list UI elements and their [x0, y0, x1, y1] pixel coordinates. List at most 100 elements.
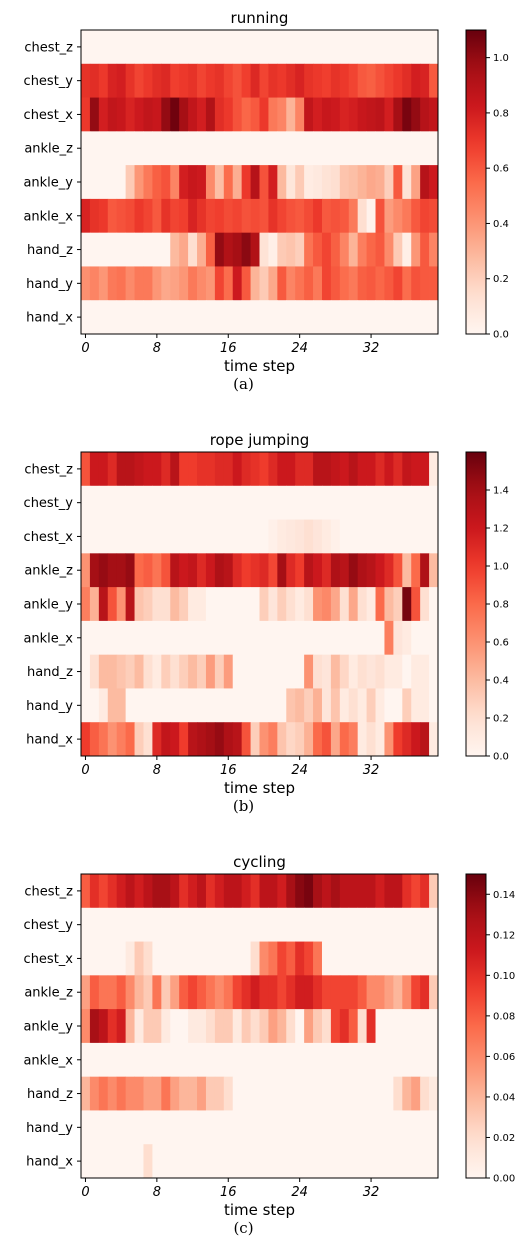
heatmap-cell [250, 654, 260, 689]
heatmap-cell [321, 1042, 332, 1078]
heatmap-cell [179, 1110, 189, 1145]
heatmap-cell [259, 266, 269, 301]
heatmap-cell [268, 63, 278, 98]
heatmap-cell [384, 97, 394, 132]
heatmap-cell [223, 975, 234, 1010]
heatmap-cell [179, 1009, 189, 1044]
heatmap-cell [107, 907, 118, 942]
heatmap-cell [223, 519, 234, 554]
heatmap-cell [402, 232, 412, 267]
heatmap-cell [429, 30, 439, 65]
heatmap-cell [250, 553, 260, 588]
heatmap-cell [295, 553, 305, 588]
x-tick-label: 16 [220, 341, 237, 356]
heatmap-cell [304, 452, 314, 487]
heatmap-cell [89, 452, 100, 487]
heatmap-cell [134, 688, 144, 723]
heatmap-cell [134, 1009, 144, 1044]
heatmap-cell [223, 874, 234, 909]
heatmap-cell [250, 266, 260, 301]
x-tick-label: 0 [81, 763, 89, 778]
heatmap-cell [393, 452, 403, 487]
heatmap-cell [161, 452, 171, 487]
heatmap-cell [411, 165, 421, 200]
heatmap-cell [357, 63, 368, 98]
heatmap-cell [223, 1042, 234, 1078]
heatmap-cell [304, 975, 314, 1010]
heatmap-cell [81, 553, 91, 588]
heatmap-cell [330, 1144, 341, 1179]
heatmap-cell [384, 722, 394, 757]
heatmap-cell [304, 688, 314, 723]
heatmap-cell [214, 1110, 225, 1145]
heatmap-cell [366, 553, 376, 588]
heatmap-cell [375, 620, 385, 656]
x-tick-label: 24 [291, 341, 308, 356]
heatmap-cell [277, 553, 287, 588]
heatmap-cell [393, 553, 403, 588]
heatmap-cell [286, 688, 296, 723]
heatmap-cell [321, 1076, 332, 1111]
heatmap-cell [393, 1009, 403, 1044]
heatmap-cell [116, 587, 127, 622]
heatmap-cell [304, 131, 314, 166]
heatmap-cell [197, 975, 207, 1010]
heatmap-cell [81, 1009, 91, 1044]
heatmap-cell [357, 975, 368, 1010]
heatmap-cell [188, 485, 198, 520]
heatmap-cell [89, 1076, 100, 1111]
heatmap-cell [339, 1110, 350, 1145]
heatmap-cell [81, 266, 91, 301]
row-label: hand_z [27, 243, 73, 258]
heatmap-cell [205, 553, 216, 588]
heatmap-cell [241, 232, 251, 267]
heatmap-cell [321, 519, 332, 554]
heatmap-cell [339, 30, 350, 65]
heatmap-cell [223, 97, 234, 132]
heatmap-cell [348, 907, 359, 942]
heatmap-cell [81, 485, 91, 520]
heatmap-cell [81, 907, 91, 942]
heatmap-cell [197, 688, 207, 723]
heatmap-cell [223, 1009, 234, 1044]
heatmap-cell [321, 485, 332, 520]
heatmap-cell [268, 1110, 278, 1145]
heatmap-cell [313, 1009, 323, 1044]
heatmap-cell [98, 519, 109, 554]
panel-caption: (a) [233, 375, 254, 393]
heatmap-cell [304, 1110, 314, 1145]
heatmap-cell [107, 1042, 118, 1078]
heatmap-cell [179, 63, 189, 98]
heatmap-cell [143, 165, 153, 200]
heatmap-cell [179, 907, 189, 942]
colorbar-tick-label: 1.0 [493, 562, 509, 573]
heatmap-cell [250, 874, 260, 909]
heatmap-cell [259, 300, 269, 335]
heatmap-cell [250, 452, 260, 487]
heatmap-cell [330, 198, 341, 234]
heatmap-cell [375, 519, 385, 554]
heatmap-cell [205, 63, 216, 98]
heatmap-cell [295, 452, 305, 487]
heatmap-cell [393, 722, 403, 757]
heatmap-cell [81, 63, 91, 98]
heatmap-cell [214, 1009, 225, 1044]
heatmap-cell [161, 722, 171, 757]
heatmap-cell [286, 1144, 296, 1179]
heatmap-cell [143, 587, 153, 622]
heatmap-cell [384, 688, 394, 723]
heatmap-cell [304, 941, 314, 976]
heatmap-cell [116, 1042, 127, 1078]
heatmap-cell [330, 300, 341, 335]
heatmap-cell [98, 975, 109, 1010]
heatmap-cell [339, 485, 350, 520]
heatmap-cell [375, 97, 385, 132]
heatmap-cell [321, 874, 332, 909]
heatmap-cell [259, 722, 269, 757]
colorbar-tick-label: 1.0 [493, 53, 509, 64]
heatmap-cell [170, 553, 180, 588]
heatmap-cell [420, 688, 430, 723]
heatmap-cell [223, 232, 234, 267]
heatmap-cell [313, 485, 323, 520]
heatmap-cell [81, 975, 91, 1010]
